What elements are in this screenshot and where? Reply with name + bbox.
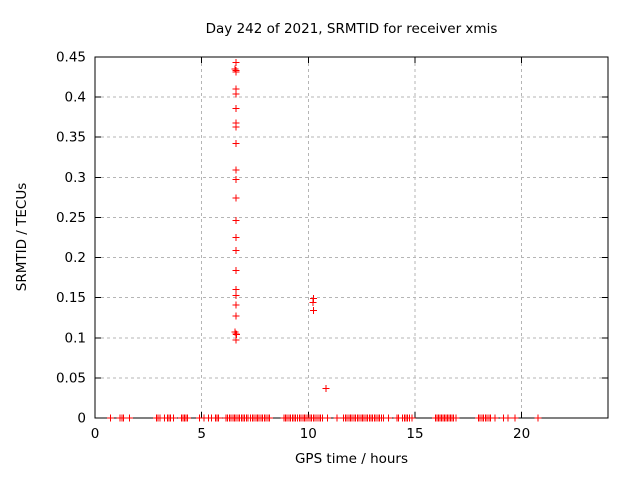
y-tick-label: 0.1 bbox=[65, 330, 86, 346]
x-tick-label: 10 bbox=[300, 426, 317, 442]
y-tick-label: 0.05 bbox=[56, 370, 86, 386]
x-axis-label: GPS time / hours bbox=[294, 451, 409, 467]
x-tick-label: 0 bbox=[91, 426, 100, 442]
y-tick-label: 0.35 bbox=[56, 130, 86, 146]
data-points bbox=[106, 59, 542, 422]
y-tick-label: 0.4 bbox=[65, 90, 86, 106]
x-tick-label: 5 bbox=[197, 426, 206, 442]
axis-ticks bbox=[94, 56, 608, 419]
y-tick-label: 0.3 bbox=[65, 170, 86, 186]
x-tick-label: 20 bbox=[513, 426, 530, 442]
chart-title: Day 242 of 2021, SRMTID for receiver xmi… bbox=[205, 21, 498, 37]
y-tick-label: 0.15 bbox=[56, 290, 86, 306]
y-tick-label: 0.2 bbox=[65, 250, 86, 266]
y-tick-label: 0.45 bbox=[56, 50, 86, 66]
y-tick-label: 0 bbox=[77, 411, 86, 427]
x-tick-label: 15 bbox=[406, 426, 423, 442]
plot-border bbox=[94, 56, 609, 419]
y-tick-label: 0.25 bbox=[56, 210, 86, 226]
